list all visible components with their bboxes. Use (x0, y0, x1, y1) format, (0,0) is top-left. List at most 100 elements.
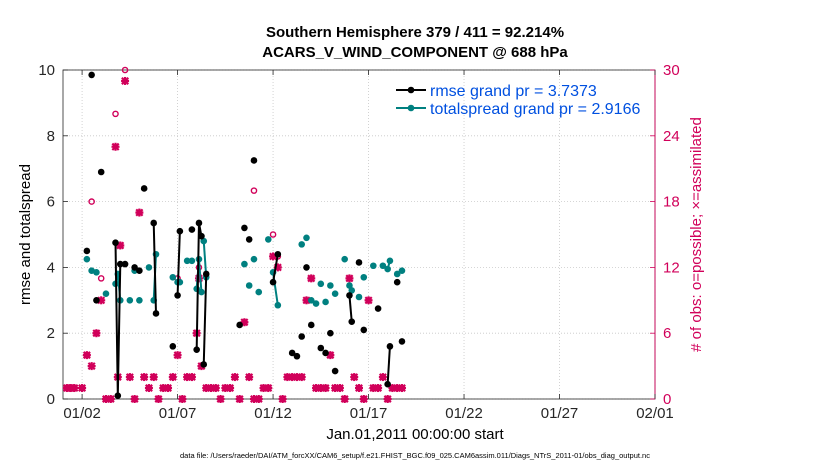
rmse-point (374, 305, 382, 312)
rmse-line-segment (272, 254, 279, 283)
totalspread-point (346, 282, 353, 289)
y2-tick-label: 30 (663, 62, 680, 79)
totalspread-point (312, 300, 320, 307)
obs-possible-marker (97, 275, 105, 282)
totalspread-point (348, 287, 356, 294)
obs-assimilated-marker (154, 395, 163, 403)
rmse-point (327, 329, 334, 337)
rmse-point (116, 260, 124, 268)
rmse-line-segment (348, 295, 353, 322)
obs-assimilated-marker (383, 395, 392, 403)
rmse-line-segment (152, 222, 158, 314)
rmse-point (250, 157, 258, 164)
chart-title-line1: Southern Hemisphere 379 / 411 = 92.214% (265, 24, 565, 41)
totalspread-point (307, 297, 315, 304)
rmse-point (293, 352, 301, 360)
obs-assimilated-marker (164, 384, 173, 393)
rmse-point (303, 264, 310, 271)
x-axis-label: Jan.01,2011 00:00:00 start (326, 426, 504, 443)
obs-assimilated-marker (297, 373, 306, 382)
rmse-point (307, 321, 315, 329)
rmse-line-segment (202, 273, 208, 365)
rmse-point (398, 338, 406, 345)
rmse-point (150, 219, 158, 227)
y-axis-label: rmse and totalspread (17, 164, 34, 305)
obs-assimilated-marker (140, 373, 149, 382)
totalspread-point (322, 298, 329, 306)
legend-marker (407, 104, 415, 112)
x-tick-label: 02/01 (636, 405, 674, 422)
obs-assimilated-marker (97, 296, 106, 305)
obs-assimilated-marker (144, 384, 153, 393)
obs-assimilated-marker (178, 395, 187, 403)
obs-possible-marker (250, 187, 258, 194)
obs-assimilated-marker (340, 395, 349, 403)
y-tick-label: 10 (38, 62, 55, 79)
chart-title-line2: ACARS_V_WIND_COMPONENT @ 688 hPa (262, 44, 568, 61)
rmse-point (331, 367, 339, 375)
totalspread-point (169, 273, 177, 281)
totalspread-point (386, 257, 394, 265)
rmse-point (241, 224, 248, 232)
totalspread-point (370, 262, 377, 270)
rmse-point (384, 380, 391, 388)
rmse-point (269, 278, 277, 286)
y2-axis-label: # of obs: o=possible; ×=assimilated (688, 117, 705, 352)
legend-label: totalspread grand pr = 2.9166 (430, 101, 640, 118)
obs-assimilated-marker (111, 142, 120, 151)
rmse-point (121, 260, 129, 268)
rmse-point (317, 344, 325, 352)
obs-assimilated-marker (278, 395, 287, 403)
obs-assimilated-marker (78, 384, 87, 393)
obs-assimilated-marker (397, 384, 406, 393)
totalspread-point (83, 255, 91, 263)
obs-assimilated-marker (70, 384, 79, 393)
obs-assimilated-marker (307, 274, 316, 283)
totalspread-point (327, 282, 334, 289)
footer-data-file: data file: /Users/raeder/DAI/ATM_forcXX/… (180, 451, 650, 460)
rmse-point (348, 318, 356, 325)
rmse-point (360, 326, 368, 334)
rmse-point (198, 232, 205, 240)
rmse-point (93, 297, 100, 304)
obs-possible-marker (88, 198, 95, 205)
rmse-point (195, 219, 203, 227)
totalspread-point (331, 290, 339, 298)
rmse-point (97, 168, 105, 176)
obs-assimilated-marker (230, 373, 239, 382)
totalspread-point (198, 288, 205, 296)
totalspread-point (355, 293, 363, 301)
totalspread-point (93, 269, 100, 276)
obs-possible-marker (269, 231, 277, 238)
rmse-point (140, 185, 148, 192)
rmse-point (236, 321, 243, 329)
rmse-point (176, 227, 184, 235)
rmse-point (112, 239, 119, 247)
totalspread-point (398, 267, 406, 274)
totalspread-point (200, 237, 208, 245)
obs-assimilated-marker (135, 208, 144, 217)
totalspread-point (264, 236, 272, 243)
obs-assimilated-marker (168, 373, 177, 382)
rmse-point (88, 71, 95, 79)
obs-assimilated-marker (235, 395, 244, 403)
totalspread-point (393, 270, 401, 278)
totalspread-point (145, 264, 153, 271)
rmse-point (298, 333, 306, 340)
obs-assimilated-marker (355, 384, 363, 393)
obs-possible-marker (112, 110, 119, 118)
obs-assimilated-marker (264, 384, 273, 393)
totalspread-point (274, 301, 282, 309)
rmse-point (114, 392, 122, 400)
plot-frame (62, 69, 656, 400)
rmse-line-segment (386, 346, 391, 385)
y2-tick-label: 18 (663, 194, 680, 211)
rmse-point (188, 226, 196, 233)
rmse-point (152, 310, 160, 317)
totalspread-point (303, 234, 310, 242)
totalspread-point (384, 265, 391, 273)
obs-assimilated-marker (335, 384, 344, 393)
obs-assimilated-marker (106, 395, 115, 403)
rmse-line-segment (176, 231, 181, 296)
